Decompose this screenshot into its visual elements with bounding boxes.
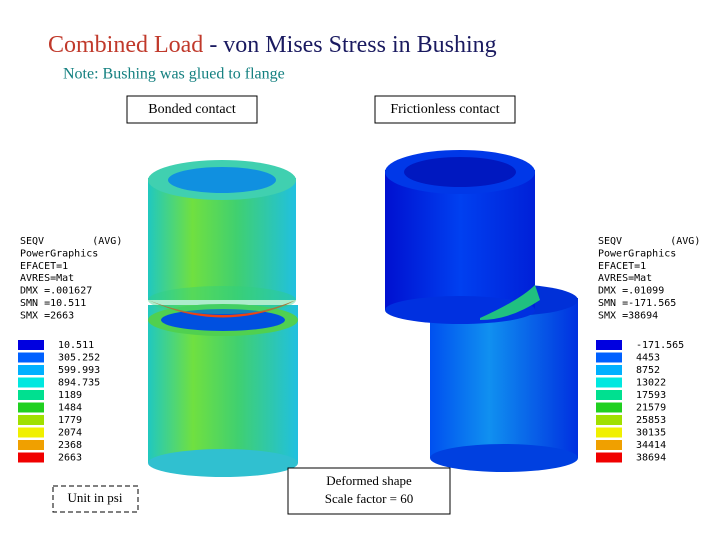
legend-swatch [18,365,44,375]
legend-info: PowerGraphics [598,248,676,259]
legend-swatch [18,415,44,425]
legend-info: EFACET=1 [598,261,646,272]
legend-swatch [18,340,44,350]
legend-value: 30135 [636,428,666,439]
legend-info: AVRES=Mat [20,273,74,284]
legend-value: 1779 [58,415,82,426]
legend-swatch [596,340,622,350]
legend-swatch [596,390,622,400]
legend-swatch [596,377,622,388]
frictionless-model [385,150,578,472]
legend-value: 1189 [58,390,82,401]
legend-swatch [596,440,622,450]
note: Note: Bushing was glued to flange [63,66,285,83]
legend-info: EFACET=1 [20,261,68,272]
deformed-label: Deformed shape Scale factor = 60 [287,467,451,515]
bonded-label: Bonded contact [126,95,258,124]
bonded-text: Bonded contact [148,102,236,117]
scale-text: Scale factor = 60 [325,491,414,506]
frictionless-label: Frictionless contact [374,95,516,124]
legend-value: 305.252 [58,353,100,364]
legend-swatch [596,402,622,413]
legend-swatch [18,377,44,388]
legend-value: 17593 [636,390,666,401]
legend-value: 2663 [58,453,82,464]
legend-value: 8752 [636,365,660,376]
bonded-model [148,160,298,477]
unit-text: Unit in psi [68,490,123,505]
legend-info: SMN =-171.565 [598,298,676,309]
legend-info: SMX =38694 [598,310,658,321]
legend-info: SEQV (AVG) [20,236,122,247]
legend-value: 10.511 [58,340,94,351]
legend-swatch [18,352,44,363]
legend-info: DMX =.01099 [598,286,664,297]
legend-value: 34414 [636,440,666,451]
unit-label: Unit in psi [52,485,139,513]
legend-swatch [18,452,44,463]
legend-info: SMX =2663 [20,310,74,321]
legend-swatch [18,440,44,450]
legend-value: 894.735 [58,378,100,389]
legend-value: 25853 [636,415,666,426]
legend-value: 2368 [58,440,82,451]
legend-swatch [18,427,44,438]
legend-swatch [596,365,622,375]
legend-info: SEQV (AVG) [598,236,700,247]
legend-swatch [18,390,44,400]
legend-value: 13022 [636,378,666,389]
legend-info: PowerGraphics [20,248,98,259]
legend-swatch [596,352,622,363]
legend-info: AVRES=Mat [598,273,652,284]
legend-value: 4453 [636,353,660,364]
legend-value: 21579 [636,403,666,414]
legend-info: DMX =.001627 [20,286,92,297]
legend-value: 1484 [58,403,82,414]
legend-swatch [596,415,622,425]
legend-value: 2074 [58,428,82,439]
legend-value: 599.993 [58,365,100,376]
legend-swatch [18,402,44,413]
frictionless-text: Frictionless contact [390,102,499,117]
legend-value: 38694 [636,453,666,464]
title: Combined Load - von Mises Stress in Bush… [48,32,497,58]
deformed-text: Deformed shape [326,473,412,488]
legend-info: SMN =10.511 [20,298,86,309]
legend-swatch [596,427,622,438]
legend-value: -171.565 [636,340,684,351]
legend-swatch [596,452,622,463]
